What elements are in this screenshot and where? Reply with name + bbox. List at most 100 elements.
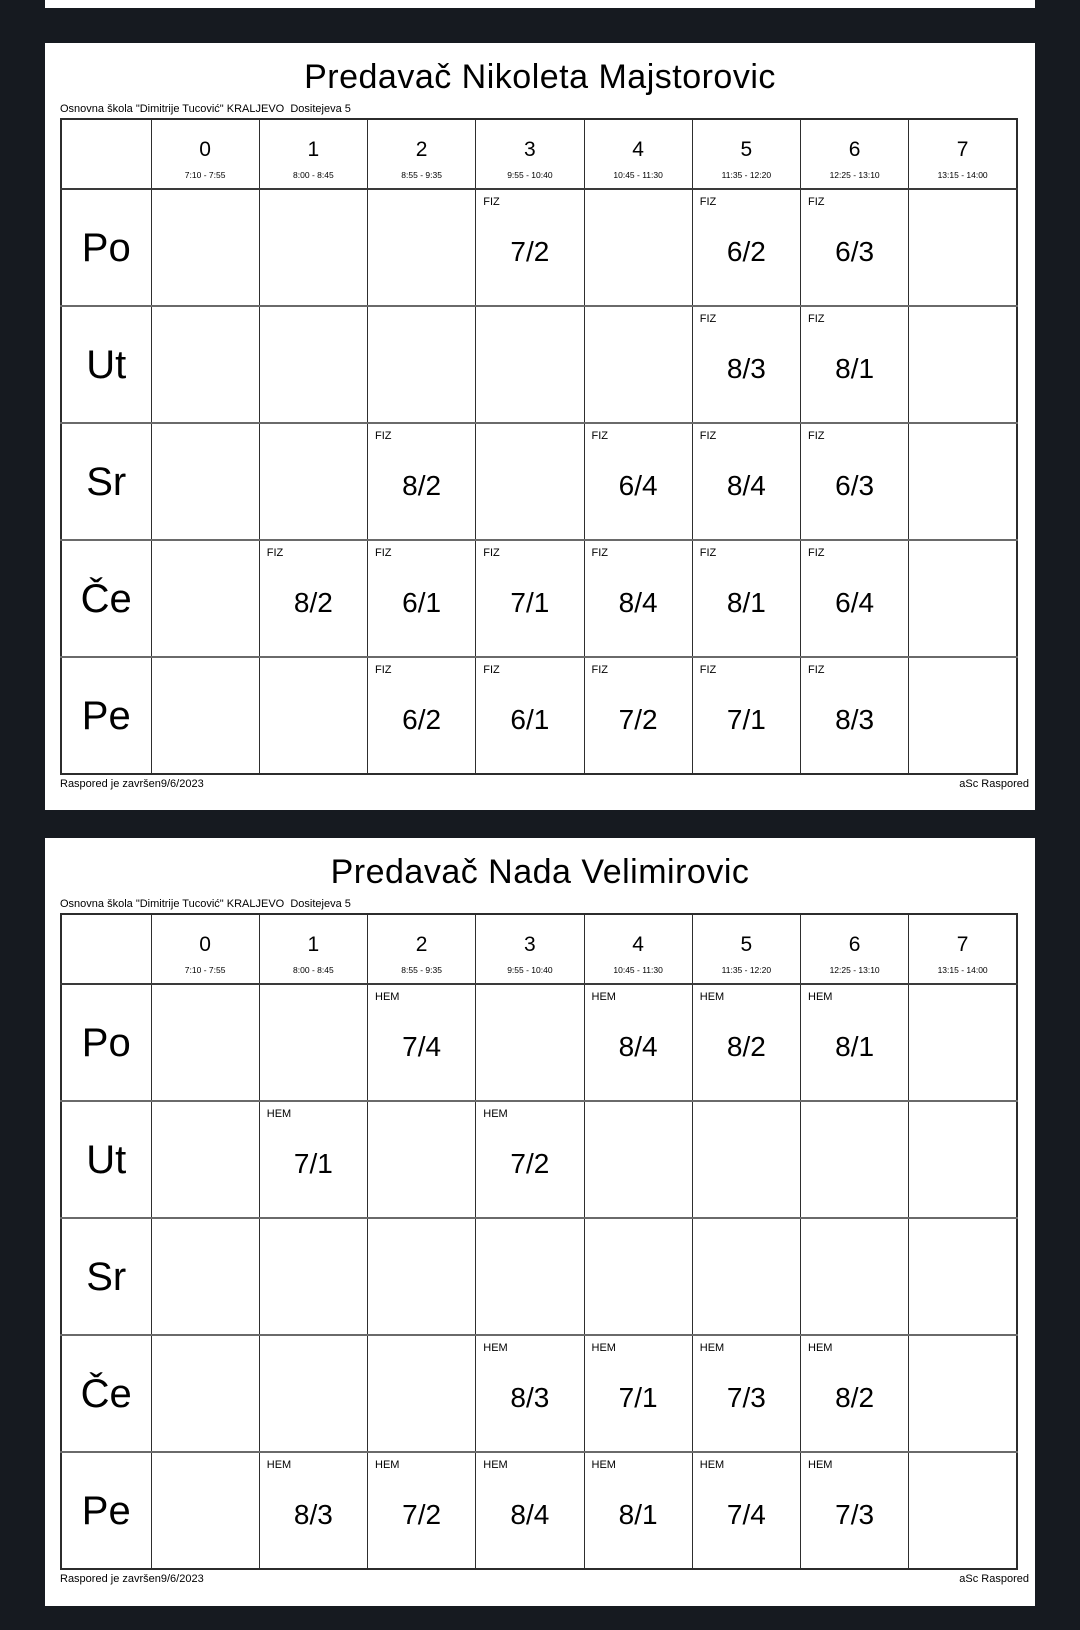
period-header: 7 13:15 - 14:00 [908, 119, 1018, 191]
day-row: Po FIZ 7/2 FIZ 6/2 FIZ 6/3 [60, 189, 1018, 307]
period-time: 11:35 - 12:20 [721, 170, 772, 181]
period-number: 0 [199, 933, 211, 957]
lesson-cell: HEM 7/1 [258, 1100, 369, 1219]
lesson-cell: FIZ 7/1 [475, 539, 585, 658]
day-row: Po HEM 7/4 HEM 8/4 HEM 8/2 HEM 8/1 [60, 984, 1018, 1102]
lesson-subject: FIZ [699, 664, 717, 677]
lesson-subject: HEM [699, 1342, 725, 1355]
lesson-cell: FIZ 8/1 [691, 539, 802, 658]
period-time: 8:00 - 8:45 [293, 170, 334, 181]
lesson-class: 8/3 [293, 1498, 333, 1530]
schedule-page: Predavač Nada Velimirovic Osnovna škola … [45, 838, 1035, 1606]
period-number: 1 [307, 933, 320, 957]
period-header: 5 11:35 - 12:20 [691, 119, 802, 191]
period-header-row: 0 7:10 - 7:55 1 8:00 - 8:45 2 8:55 - 9:35 3 9:5… [60, 119, 1018, 191]
period-number: 5 [740, 933, 753, 957]
lesson-cell: FIZ 7/1 [691, 656, 802, 775]
lesson-subject: HEM [375, 1459, 400, 1472]
period-time: 11:35 - 12:20 [721, 965, 772, 976]
empty-cell [150, 305, 260, 424]
day-label: Ut [60, 305, 152, 424]
empty-cell [475, 984, 585, 1102]
lesson-subject: FIZ [699, 313, 717, 326]
period-number: 4 [632, 138, 644, 162]
period-time: 12:25 - 13:10 [829, 170, 880, 181]
lesson-class: 8/2 [835, 1381, 875, 1413]
period-number: 2 [415, 933, 428, 957]
lesson-cell: HEM 7/3 [691, 1334, 802, 1453]
period-time: 8:00 - 8:45 [293, 965, 334, 976]
empty-cell [908, 656, 1018, 775]
lesson-cell: HEM 7/1 [583, 1334, 693, 1453]
period-number: 5 [740, 138, 753, 162]
lesson-subject: HEM [699, 991, 725, 1004]
day-row: Če HEM 8/3 HEM 7/1 HEM 7/3 HEM 8/2 [60, 1334, 1018, 1453]
lesson-cell: FIZ 7/2 [583, 656, 693, 775]
period-time: 8:55 - 9:35 [401, 170, 442, 181]
lesson-subject: FIZ [699, 430, 717, 443]
day-row: Ut HEM 7/1 HEM 7/2 [60, 1100, 1018, 1219]
day-row: Pe FIZ 6/2 FIZ 6/1 FIZ 7/2 FIZ 7/1 FIZ 8/3 [60, 656, 1018, 775]
lesson-class: 7/2 [510, 235, 550, 267]
empty-cell [691, 1217, 802, 1336]
footer-brand: aSc Raspored [959, 1573, 1029, 1586]
empty-cell [475, 1217, 585, 1336]
lesson-class: 8/4 [618, 586, 658, 618]
empty-cell [908, 539, 1018, 658]
lesson-class: 7/1 [510, 586, 550, 618]
lesson-cell: FIZ 6/1 [475, 656, 585, 775]
lesson-class: 6/4 [618, 469, 658, 501]
lesson-cell: FIZ 8/4 [691, 422, 802, 541]
empty-cell [150, 1100, 260, 1219]
day-label: Po [60, 984, 152, 1102]
period-time: 8:55 - 9:35 [401, 965, 442, 976]
lesson-cell: FIZ 6/3 [799, 422, 910, 541]
lesson-subject: FIZ [483, 547, 500, 560]
empty-cell [908, 1334, 1018, 1453]
day-label: Ut [60, 1100, 152, 1219]
lesson-class: 6/1 [402, 586, 442, 618]
period-time: 13:15 - 14:00 [937, 965, 988, 976]
period-header: 2 8:55 - 9:35 [366, 914, 477, 986]
empty-cell [258, 1217, 369, 1336]
lesson-cell: FIZ 6/2 [366, 656, 477, 775]
empty-cell [908, 422, 1018, 541]
corner-cell [60, 914, 152, 986]
period-header: 6 12:25 - 13:10 [799, 914, 910, 986]
empty-cell [366, 1334, 477, 1453]
lesson-subject: HEM [591, 991, 616, 1004]
period-time: 7:10 - 7:55 [184, 170, 226, 181]
period-time: 9:55 - 10:40 [507, 170, 553, 181]
lesson-class: 8/3 [510, 1381, 550, 1413]
lesson-class: 8/3 [835, 703, 875, 735]
period-header: 4 10:45 - 11:30 [583, 914, 693, 986]
lesson-subject: HEM [483, 1342, 508, 1355]
empty-cell [258, 189, 369, 307]
lesson-subject: FIZ [375, 547, 392, 560]
lesson-cell: FIZ 8/1 [799, 305, 910, 424]
page-footer: Raspored je završen9/6/2023 aSc Raspored [60, 1573, 1029, 1585]
period-time: 12:25 - 13:10 [829, 965, 880, 976]
lesson-class: 8/1 [618, 1498, 658, 1530]
day-row: Pe HEM 8/3 HEM 7/2 HEM 8/4 HEM 8/1 HEM 7/4 HEM 7/3 [60, 1451, 1018, 1570]
lesson-subject: FIZ [591, 664, 609, 677]
empty-cell [583, 1217, 693, 1336]
lesson-subject: HEM [699, 1459, 725, 1472]
lesson-subject: HEM [375, 991, 400, 1004]
lesson-subject: FIZ [483, 664, 500, 677]
lesson-class: 7/3 [835, 1498, 875, 1530]
page-footer: Raspored je završen9/6/2023 aSc Raspored [60, 778, 1029, 790]
lesson-subject: HEM [591, 1342, 616, 1355]
lesson-subject: HEM [591, 1459, 616, 1472]
lesson-subject: FIZ [591, 547, 609, 560]
day-label: Če [60, 539, 152, 658]
lesson-class: 8/1 [835, 1030, 875, 1062]
lesson-cell: FIZ 6/4 [799, 539, 910, 658]
empty-cell [150, 984, 260, 1102]
day-label: Pe [60, 1451, 152, 1570]
empty-cell [258, 1334, 369, 1453]
lesson-subject: FIZ [808, 547, 825, 560]
day-row: Ut FIZ 8/3 FIZ 8/1 [60, 305, 1018, 424]
period-number: 3 [524, 138, 536, 162]
